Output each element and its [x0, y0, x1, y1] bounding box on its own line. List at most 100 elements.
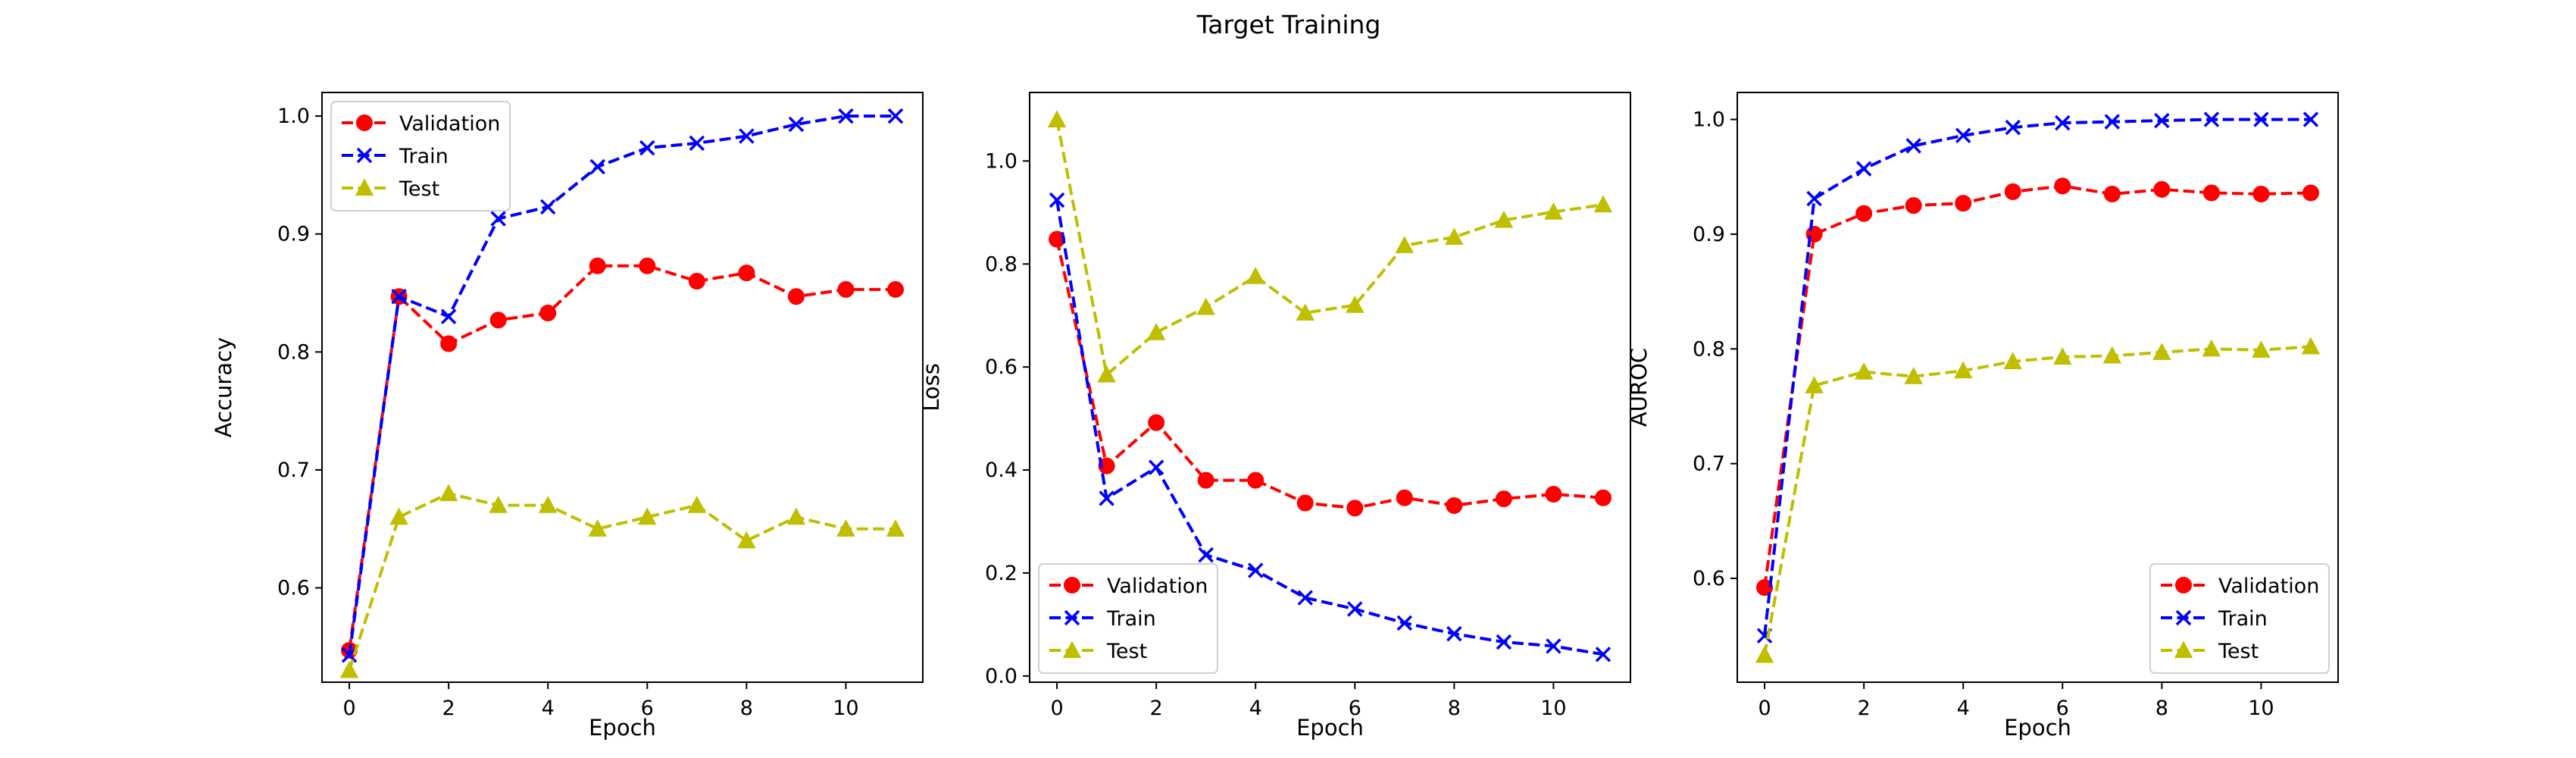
- series-line-test: [1055, 119, 1604, 378]
- data-point-validation-4: [1247, 471, 1265, 489]
- x-tick-label: 8: [2156, 697, 2168, 720]
- legend-marker-validation: [2175, 577, 2192, 594]
- data-point-validation-5: [589, 257, 606, 274]
- y-tick-label: 0.4: [985, 459, 1018, 482]
- data-point-test-11: [2301, 337, 2321, 355]
- legend-marker-test: [2174, 641, 2193, 659]
- series-line-train: [1763, 117, 2311, 636]
- data-point-train-5: [1297, 590, 1313, 606]
- x-tick-label: 4: [1249, 697, 1262, 720]
- data-point-test-7: [687, 496, 707, 513]
- data-point-test-4: [1246, 266, 1265, 284]
- data-point-train-7: [689, 135, 705, 152]
- data-point-test-8: [2152, 343, 2171, 360]
- data-point-validation-10: [1545, 485, 1562, 503]
- data-point-validation-11: [886, 280, 904, 298]
- y-tick-label: 0.0: [985, 665, 1018, 688]
- x-tick-label: 2: [442, 697, 455, 720]
- y-tick-label: 0.8: [277, 340, 310, 364]
- x-tick-label: 8: [740, 697, 753, 720]
- data-point-test-9: [2202, 339, 2221, 357]
- data-point-train-0: [1049, 192, 1065, 208]
- data-point-validation-11: [2302, 184, 2319, 202]
- legend-label-test: Test: [399, 177, 439, 201]
- legend-label-validation: Validation: [399, 112, 500, 136]
- data-point-validation-7: [1396, 489, 1413, 506]
- x-tick-label: 4: [1957, 697, 1970, 720]
- data-point-train-11: [2302, 111, 2319, 127]
- legend-label-validation: Validation: [2218, 575, 2319, 598]
- x-tick-label: 2: [1858, 697, 1871, 720]
- data-point-train-4: [1247, 562, 1264, 578]
- data-point-test-0: [1755, 645, 1774, 663]
- data-point-validation-9: [2202, 184, 2220, 202]
- data-point-validation-9: [787, 288, 805, 305]
- data-point-test-9: [786, 507, 806, 525]
- data-point-test-10: [1544, 202, 1563, 220]
- data-point-validation-4: [539, 304, 557, 321]
- data-point-test-0: [1047, 110, 1067, 128]
- y-tick-label: 0.6: [1693, 567, 1725, 590]
- data-point-train-1: [1099, 490, 1114, 506]
- series-line-validation: [348, 264, 896, 651]
- data-point-train-3: [1905, 138, 1921, 154]
- data-point-train-8: [739, 128, 755, 144]
- y-tick-label: 0.6: [985, 356, 1018, 379]
- y-tick-label: 0.8: [1693, 337, 1725, 361]
- data-point-validation-5: [2004, 183, 2021, 200]
- x-tick-label: 0: [342, 697, 355, 720]
- data-point-test-9: [1494, 210, 1514, 228]
- data-point-validation-2: [440, 335, 458, 352]
- data-point-validation-6: [1346, 500, 1364, 517]
- data-point-train-8: [1446, 625, 1462, 642]
- data-point-train-5: [589, 158, 605, 175]
- data-point-train-1: [1806, 190, 1822, 207]
- data-point-test-1: [1097, 365, 1116, 383]
- legend-label-train: Train: [1106, 607, 1156, 631]
- data-point-train-3: [490, 211, 506, 227]
- data-point-train-8: [2154, 112, 2170, 129]
- figure-title: Target Training: [1196, 10, 1381, 39]
- data-point-test-3: [1196, 297, 1215, 315]
- data-point-train-2: [440, 309, 457, 324]
- legend-box: [330, 101, 511, 211]
- data-point-train-11: [887, 108, 904, 124]
- data-point-test-2: [439, 484, 458, 502]
- y-tick-label: 1.0: [985, 149, 1018, 173]
- data-point-train-6: [1347, 601, 1363, 617]
- y-tick-label: 0.9: [277, 223, 310, 246]
- y-axis-label: AUROC: [1626, 348, 1652, 427]
- data-point-test-3: [1904, 367, 1923, 384]
- data-point-train-10: [2253, 111, 2269, 127]
- data-point-test-2: [1854, 362, 1874, 380]
- data-point-validation-2: [1855, 205, 1873, 222]
- data-point-validation-4: [1955, 195, 1972, 212]
- data-point-train-7: [2104, 114, 2121, 130]
- data-point-train-2: [1148, 459, 1165, 475]
- data-point-validation-11: [1594, 489, 1612, 506]
- data-point-test-8: [1445, 227, 1464, 246]
- series-line-validation: [1055, 239, 1604, 510]
- data-point-test-1: [1805, 376, 1824, 393]
- data-point-test-1: [389, 507, 408, 525]
- data-point-test-4: [1953, 361, 1973, 379]
- y-tick-label: 0.2: [985, 562, 1018, 585]
- data-point-train-6: [639, 139, 655, 156]
- x-tick-label: 10: [1540, 697, 1566, 720]
- data-point-test-11: [886, 519, 905, 537]
- legend-label-train: Train: [399, 145, 449, 168]
- x-tick-label: 6: [641, 697, 654, 720]
- legend-marker-test: [355, 178, 374, 196]
- data-point-validation-8: [2153, 180, 2171, 198]
- y-tick-label: 1.0: [1693, 108, 1725, 132]
- x-axis-label: Epoch: [589, 715, 656, 741]
- y-tick-label: 0.7: [277, 459, 310, 482]
- series-line-test: [348, 491, 896, 672]
- y-tick-label: 1.0: [277, 105, 310, 128]
- x-tick-label: 6: [2056, 697, 2069, 720]
- data-point-train-0: [341, 647, 358, 663]
- legend: Validation Train Test: [1038, 563, 1218, 674]
- legend-marker-test: [1062, 641, 1082, 659]
- data-point-train-9: [788, 116, 805, 133]
